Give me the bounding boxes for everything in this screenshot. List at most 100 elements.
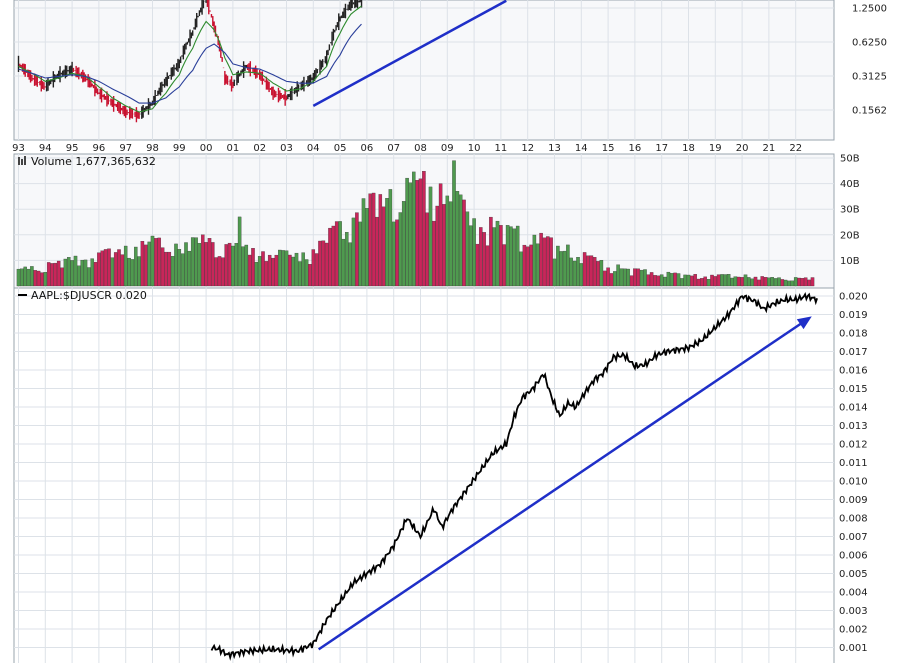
volume-bar xyxy=(482,232,486,287)
volume-bar xyxy=(311,249,316,287)
volume-bar xyxy=(763,277,768,287)
price-series xyxy=(17,0,507,123)
volume-bar xyxy=(271,257,275,287)
volume-bar xyxy=(673,272,677,287)
volume-bar xyxy=(90,258,94,287)
volume-bar xyxy=(475,243,480,287)
volume-bar xyxy=(348,242,352,287)
volume-bar xyxy=(546,236,550,287)
volume-bar xyxy=(713,276,718,287)
ratio-legend-label: AAPL:$DJUSCR 0.020 xyxy=(31,289,147,302)
ratio-y-tick-label: 0.014 xyxy=(839,403,868,414)
price-y-tick-label: 0.1562 xyxy=(852,106,887,117)
ratio-y-tick-label: 0.005 xyxy=(839,569,868,580)
volume-bar xyxy=(137,256,141,287)
volume-bar xyxy=(217,256,222,287)
price-trendline xyxy=(312,0,507,107)
x-tick-label: 19 xyxy=(709,143,722,154)
volume-bar xyxy=(572,260,577,287)
x-tick-label: 07 xyxy=(387,143,400,154)
volume-bar xyxy=(633,268,637,287)
volume-bar xyxy=(777,277,781,287)
volume-bar xyxy=(365,208,369,287)
ratio-line xyxy=(210,291,818,661)
volume-bar xyxy=(415,180,419,287)
volume-bar xyxy=(502,244,506,287)
ma-short-line xyxy=(18,5,362,113)
volume-bar xyxy=(750,278,754,287)
volume-bar xyxy=(187,250,192,287)
volume-bar xyxy=(257,256,262,287)
volume-bar xyxy=(298,261,302,287)
volume-bar xyxy=(93,261,98,287)
volume-bar xyxy=(422,171,426,287)
ratio-y-tick-label: 0.013 xyxy=(839,421,868,432)
volume-bar xyxy=(251,248,255,287)
x-tick-label: 10 xyxy=(468,143,481,154)
volume-bar xyxy=(616,264,620,287)
ratio-series xyxy=(210,291,818,661)
volume-bar xyxy=(596,261,600,287)
volume-bar xyxy=(807,279,811,287)
volume-bar xyxy=(465,211,470,287)
volume-bar xyxy=(703,276,707,287)
price-y-tick-label: 1.2500 xyxy=(852,4,887,15)
volume-bar xyxy=(706,279,711,287)
volume-bar xyxy=(194,237,198,287)
volume-bar xyxy=(244,244,249,287)
volume-legend: Volume 1,677,365,632 xyxy=(18,155,156,168)
volume-bar xyxy=(606,267,610,287)
x-tick-label: 06 xyxy=(361,143,374,154)
volume-bar xyxy=(164,251,168,287)
volume-legend-icon-bar2 xyxy=(21,159,23,165)
volume-bar xyxy=(787,280,791,287)
volume-bar xyxy=(649,272,654,287)
x-tick-label: 94 xyxy=(39,143,52,154)
volume-bar xyxy=(542,237,547,287)
volume-bar xyxy=(378,194,383,287)
volume-bar xyxy=(318,240,322,287)
volume-bar xyxy=(810,277,815,287)
volume-bar xyxy=(569,257,573,287)
volume-bar xyxy=(355,212,359,287)
ratio-y-tick-label: 0.018 xyxy=(839,329,868,340)
volume-bar xyxy=(646,274,651,287)
volume-bar xyxy=(499,225,503,287)
volume-bar xyxy=(613,271,617,287)
volume-bar xyxy=(525,246,530,287)
ratio-y-tick-label: 0.007 xyxy=(839,532,868,543)
volume-bar xyxy=(566,244,570,287)
volume-bar xyxy=(23,266,27,287)
volume-bar xyxy=(190,237,195,287)
volume-bar xyxy=(529,244,533,287)
volume-bar xyxy=(643,269,647,287)
volume-bar xyxy=(505,225,510,287)
x-tick-label: 17 xyxy=(655,143,668,154)
x-tick-label: 97 xyxy=(119,143,132,154)
volume-bar xyxy=(334,221,339,287)
volume-bar xyxy=(147,241,151,287)
volume-bar xyxy=(301,252,305,287)
volume-bar xyxy=(452,160,456,287)
x-tick-label: 03 xyxy=(280,143,293,154)
volume-bar xyxy=(130,259,135,287)
volume-bar xyxy=(405,177,409,287)
volume-bar xyxy=(696,278,701,287)
volume-bar xyxy=(391,221,396,287)
volume-bar xyxy=(53,262,58,287)
volume-bar xyxy=(589,255,594,287)
ratio-y-tick-label: 0.017 xyxy=(839,347,868,358)
volume-bar xyxy=(438,183,443,287)
volume-bar xyxy=(180,253,185,287)
volume-bar xyxy=(227,242,232,287)
volume-bar xyxy=(304,259,309,287)
volume-bar xyxy=(338,221,342,287)
volume-bar xyxy=(371,192,376,287)
volume-bar xyxy=(70,260,74,287)
volume-bar xyxy=(435,205,439,287)
ratio-y-tick-label: 0.004 xyxy=(839,588,868,599)
volume-bar xyxy=(375,216,379,287)
x-tick-label: 14 xyxy=(575,143,588,154)
volume-bar xyxy=(26,268,31,287)
volume-bar xyxy=(552,258,557,287)
